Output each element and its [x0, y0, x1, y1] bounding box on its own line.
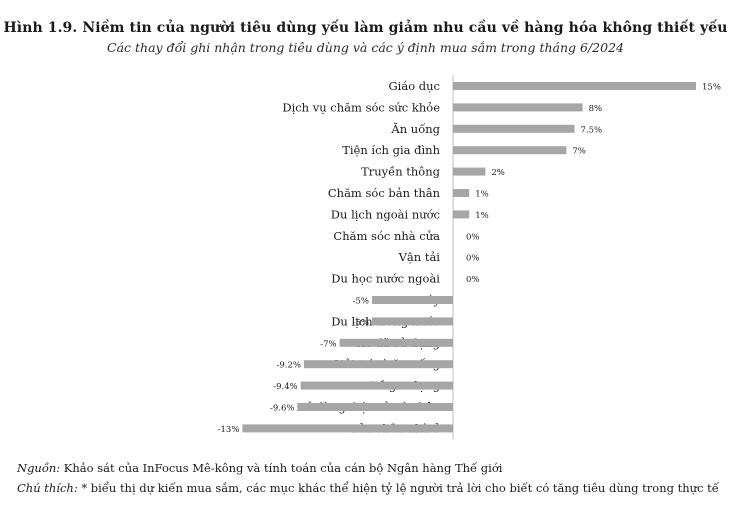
bar — [453, 103, 583, 112]
category-label: Du học nước ngoài — [331, 272, 440, 286]
category-label: Du lịch ngoài nước — [331, 207, 440, 221]
category-label: Truyền thông — [361, 165, 441, 179]
category-label: Chăm sóc bản thân — [328, 186, 441, 200]
bar — [453, 189, 470, 197]
bar — [453, 167, 486, 176]
value-label: -5% — [353, 318, 369, 328]
source-text: Khảo sát của InFocus Mê-kông và tính toá… — [60, 461, 503, 475]
bar — [453, 124, 575, 133]
source-lead: Nguồn: — [17, 461, 61, 475]
category-label: Tiện ích gia đình — [342, 143, 440, 157]
chart-title: Hình 1.9. Niềm tin của người tiêu dùng y… — [3, 20, 728, 36]
bar — [339, 338, 453, 347]
category-label: Vận tải — [398, 250, 441, 264]
source-note: Nguồn: Khảo sát của InFocus Mê-kông và t… — [17, 461, 502, 475]
bar — [372, 317, 453, 326]
footnote: Chú thích: * biểu thị dự kiến mua sắm, c… — [17, 481, 719, 495]
value-label: -9.4% — [273, 382, 297, 392]
bar — [297, 403, 453, 411]
value-label: 7.5% — [581, 125, 603, 135]
chart-subtitle: Các thay đổi ghi nhận trong tiêu dùng và… — [107, 40, 624, 55]
value-label: -13% — [218, 425, 240, 435]
value-label: -5% — [353, 297, 369, 307]
bar — [453, 210, 470, 219]
footnote-text: * biểu thị dự kiến mua sắm, các mục khác… — [77, 481, 719, 495]
footnote-lead: Chú thích: — [17, 481, 78, 495]
value-label: 0% — [466, 275, 480, 285]
value-label: -7% — [320, 339, 336, 349]
value-label: 1% — [475, 190, 489, 200]
category-label: Dịch vụ chăm sóc sức khỏe — [282, 100, 440, 114]
bar-chart: Giáo dục 15% Dịch vụ chăm sóc sức khỏe 8% Ăn… — [218, 75, 721, 440]
category-label: Ăn uống — [390, 122, 440, 136]
value-label: -9.6% — [270, 404, 294, 414]
bar — [242, 424, 453, 433]
value-label: 1% — [475, 211, 489, 221]
bar — [300, 381, 453, 390]
value-label: 7% — [572, 147, 586, 157]
value-label: 8% — [589, 104, 603, 114]
bar — [372, 296, 453, 304]
bar — [453, 146, 567, 155]
bar — [303, 360, 453, 369]
value-label: 0% — [466, 232, 480, 242]
value-label: 0% — [466, 254, 480, 264]
value-label: -9.2% — [276, 361, 300, 371]
bar — [453, 82, 696, 90]
category-label: Giáo dục — [388, 79, 440, 93]
category-label: Chăm sóc nhà cửa — [333, 229, 440, 243]
value-label: 15% — [702, 83, 721, 93]
value-label: 2% — [491, 168, 505, 178]
